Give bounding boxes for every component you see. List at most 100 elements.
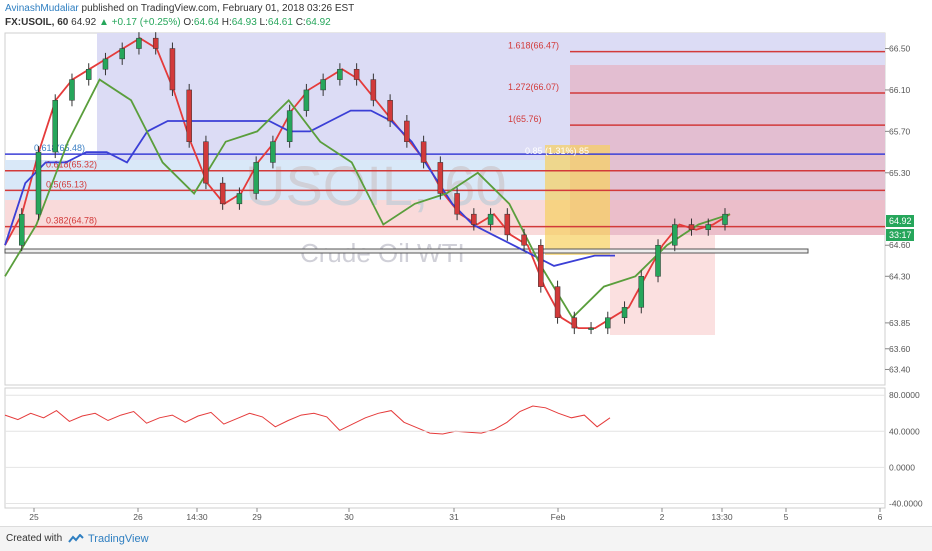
candle: [18, 213, 25, 246]
fib-label: 0.618(65.48): [34, 143, 85, 153]
low-label: L:: [259, 17, 268, 28]
candle: [270, 141, 276, 163]
candle: [471, 213, 477, 225]
created-with: Created with: [6, 533, 63, 544]
fib-lines: 1.618(66.47) 1.272(66.07) 1(65.76) 0.618(65…: [5, 41, 885, 228]
price-tick-label: 66.50: [889, 44, 911, 54]
oscillator-line: [4, 405, 611, 435]
author-link[interactable]: AvinashMudaliar: [5, 3, 79, 14]
oscillator-axis[interactable]: 80.0000 40.0000 0.0000 -40.0000: [5, 390, 923, 508]
candle: [35, 151, 42, 215]
tradingview-logo-icon: [68, 534, 84, 543]
chikou-line: [4, 78, 731, 320]
osc-tick-label: 0.0000: [889, 462, 915, 472]
countdown-marker: [886, 229, 914, 241]
candle: [571, 317, 578, 329]
candle: [152, 37, 159, 49]
candle: [52, 100, 58, 153]
last-price-marker: [886, 215, 914, 227]
candle: [102, 58, 109, 70]
change-value: +0.17 (+0.25%): [111, 17, 181, 28]
candle: [253, 162, 259, 194]
low-value: 64.61: [267, 17, 293, 28]
support-zone: [4, 248, 809, 254]
projection-zone: [570, 65, 885, 235]
change-up-icon: ▲: [98, 17, 109, 28]
candle: [487, 213, 494, 225]
time-tick-label: 26: [133, 512, 143, 522]
time-tick-label: 14:30: [186, 512, 208, 522]
candle: [621, 307, 628, 318]
close-label: C:: [295, 17, 306, 28]
candle: [186, 89, 192, 142]
candle: [722, 213, 728, 225]
oscillator-layer: [4, 405, 611, 435]
time-tick-label: 6: [878, 512, 883, 522]
fib-label: 0.382(64.78): [46, 216, 97, 226]
fib-label: 0.618(65.32): [46, 160, 97, 170]
candle: [320, 79, 326, 91]
series-layer: [4, 32, 731, 335]
candle: [554, 286, 561, 318]
last-price: 64.92: [71, 17, 97, 28]
price-axis[interactable]: 66.50 66.10 65.70 65.30 64.60 64.30 63.85 63.60…: [885, 44, 911, 375]
time-tick-label: 25: [29, 512, 39, 522]
time-tick-label: 13:30: [711, 512, 733, 522]
candle: [236, 193, 243, 205]
osc-tick-label: 40.0000: [889, 426, 920, 436]
chart-header: AvinashMudaliar published on TradingView…: [0, 0, 932, 32]
publish-line: AvinashMudaliar published on TradingView…: [5, 2, 354, 15]
candle: [203, 141, 209, 184]
candle: [136, 37, 142, 49]
last-price-label: 64.92: [889, 216, 912, 226]
candle: [420, 141, 427, 163]
candle: [370, 79, 377, 101]
candle: [85, 68, 92, 80]
price-tick-label: 65.30: [889, 168, 911, 178]
countdown-label: 33:17: [889, 230, 912, 240]
high-value: 64.93: [231, 17, 257, 28]
fib-label: 0.5(65.13): [46, 179, 87, 189]
chart-canvas[interactable]: USOIL, 60 Crude Oil WTI 1.618(66.47)1.27…: [0, 0, 932, 526]
time-tick-label: 30: [344, 512, 354, 522]
candle: [655, 244, 661, 277]
time-tick-label: 29: [252, 512, 262, 522]
open-value: 64.64: [193, 17, 219, 28]
watermark-symbol: USOIL, 60: [245, 154, 506, 217]
position-label: 0.85 (1.31%) 85: [525, 146, 589, 156]
oscillator-pane[interactable]: [4, 387, 886, 509]
candle: [705, 224, 712, 230]
fib-label: 1(65.76): [508, 114, 542, 124]
fib-label: 1.272(66.07): [508, 82, 559, 92]
candle: [404, 120, 410, 142]
time-tick-label: Feb: [551, 512, 566, 522]
candle: [538, 244, 544, 287]
candle: [454, 193, 460, 215]
candle: [337, 68, 343, 80]
brand-name[interactable]: TradingView: [88, 533, 149, 545]
candle: [169, 48, 176, 91]
close-value: 64.92: [305, 17, 331, 28]
osc-tick-label: -40.0000: [889, 498, 923, 508]
candle: [638, 276, 645, 308]
price-tick-label: 63.60: [889, 344, 911, 354]
price-tick-label: 63.85: [889, 318, 911, 328]
candle: [286, 110, 293, 142]
candle: [69, 79, 75, 101]
osc-tick-label: 80.0000: [889, 390, 920, 400]
price-tick-label: 65.70: [889, 126, 911, 136]
candle: [672, 224, 678, 246]
candle: [588, 327, 594, 330]
candle: [119, 48, 125, 60]
position-box: [545, 145, 610, 255]
time-tick-label: 5: [784, 512, 789, 522]
candle: [688, 224, 695, 230]
candle: [437, 162, 444, 194]
time-axis[interactable]: 25 26 14:30 29 30 31 Feb 2 13:30 5 6: [29, 508, 883, 522]
open-label: O:: [183, 17, 194, 28]
ohlc-line: FX:USOIL, 60 64.92 ▲ +0.17 (+0.25%) O:64…: [5, 16, 331, 29]
candle: [605, 317, 611, 329]
fib-label: 1.618(66.47): [508, 41, 559, 51]
price-tick-label: 63.40: [889, 364, 911, 374]
candle: [521, 234, 527, 246]
